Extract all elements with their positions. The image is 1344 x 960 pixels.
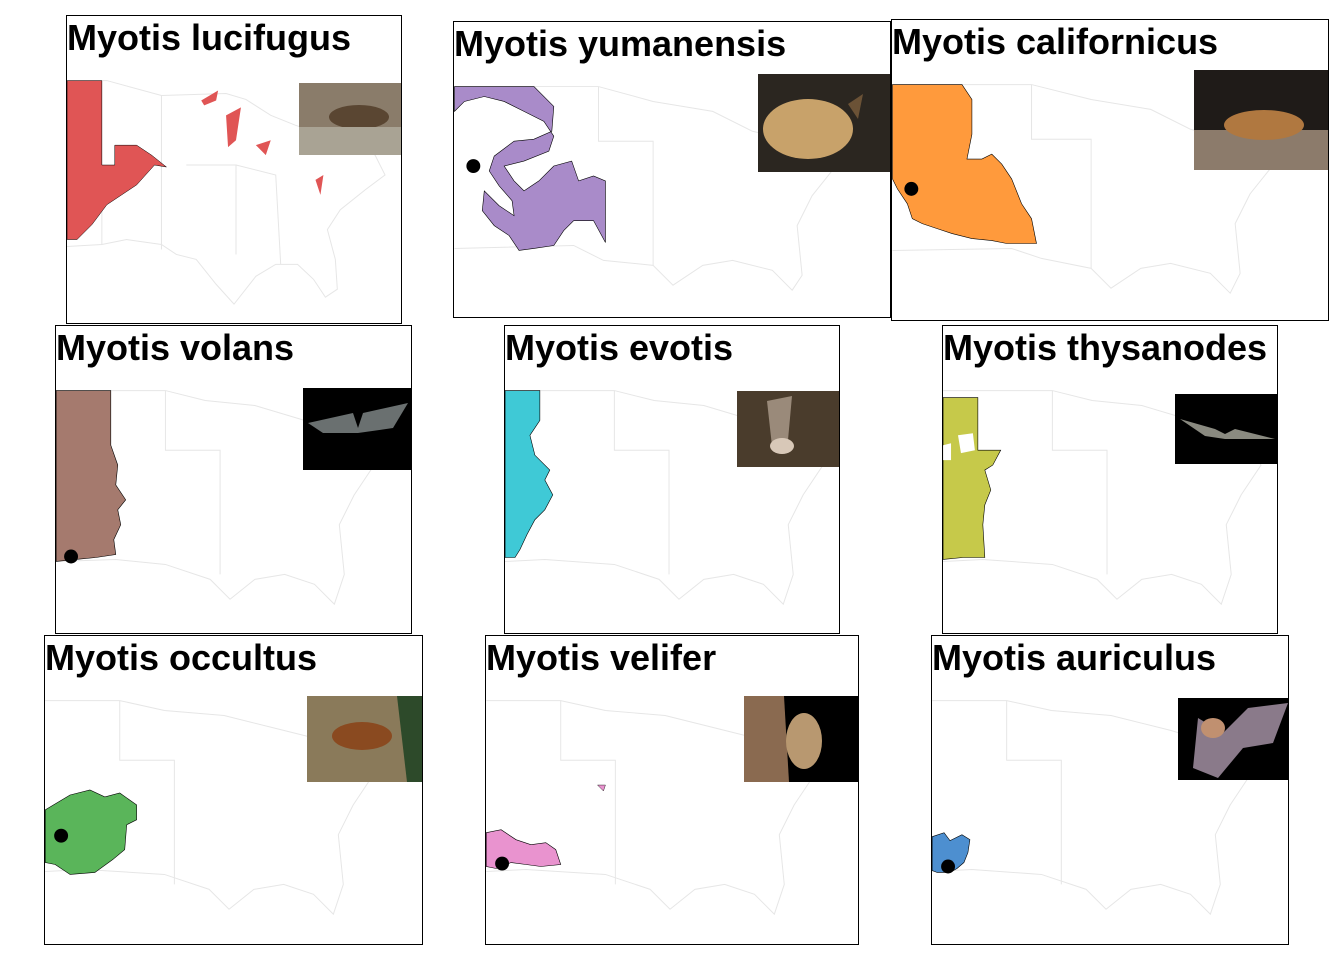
bat-photo-icon: [744, 696, 858, 782]
panel-title: Myotis occultus: [45, 637, 318, 678]
usa-map: [932, 700, 1251, 916]
map-panel-thysanodes: Myotis thysanodes: [942, 325, 1278, 634]
usa-map: [67, 80, 386, 305]
map-panel-occultus: Myotis occultus: [44, 635, 423, 945]
usa-map: [454, 86, 833, 291]
location-point: [904, 181, 919, 196]
usa-map: [505, 390, 824, 606]
range-polygon: [943, 397, 1002, 560]
range-polygon: [505, 390, 554, 558]
location-point: [941, 859, 956, 874]
panel-title: Myotis californicus: [892, 21, 1219, 62]
map-panel-velifer: Myotis velifer: [485, 635, 859, 945]
bat-photo-icon: [1178, 698, 1288, 780]
panel-title: Myotis volans: [56, 327, 295, 368]
range-polygon: [454, 86, 606, 251]
map-panel-californicus: Myotis californicus: [891, 19, 1329, 321]
map-panel-yumanensis: Myotis yumanensis: [453, 21, 891, 318]
panel-title: Myotis yumanensis: [454, 23, 787, 64]
map-panel-evotis: Myotis evotis: [504, 325, 840, 634]
location-point: [64, 549, 79, 564]
usa-map: [45, 700, 374, 916]
panel-title: Myotis lucifugus: [67, 17, 352, 58]
panel-title: Myotis velifer: [486, 637, 717, 678]
bat-photo-icon: [299, 83, 401, 155]
range-polygon: [932, 832, 971, 873]
bat-photo-icon: [303, 388, 411, 470]
map-panel-auriculus: Myotis auriculus: [931, 635, 1289, 945]
usa-map: [486, 700, 815, 916]
panel-title: Myotis evotis: [505, 327, 734, 368]
usa-map: [943, 390, 1262, 606]
bat-photo-icon: [307, 696, 422, 782]
range-polygon: [892, 84, 1037, 244]
location-point: [466, 159, 481, 173]
bat-photo-icon: [1175, 394, 1277, 464]
range-polygon: [67, 80, 168, 240]
panel-title: Myotis thysanodes: [943, 327, 1268, 368]
map-panel-lucifugus: Myotis lucifugus: [66, 15, 402, 324]
bat-photo-icon: [1194, 70, 1328, 170]
range-polygon: [56, 390, 127, 562]
bat-photo-icon: [737, 391, 839, 467]
location-point: [495, 856, 510, 871]
location-point: [54, 828, 69, 843]
range-polygon: [45, 789, 137, 875]
map-panel-volans: Myotis volans: [55, 325, 412, 634]
usa-map: [56, 390, 375, 606]
usa-map: [892, 84, 1271, 295]
bat-photo-icon: [758, 74, 890, 172]
panel-title: Myotis auriculus: [932, 637, 1217, 678]
